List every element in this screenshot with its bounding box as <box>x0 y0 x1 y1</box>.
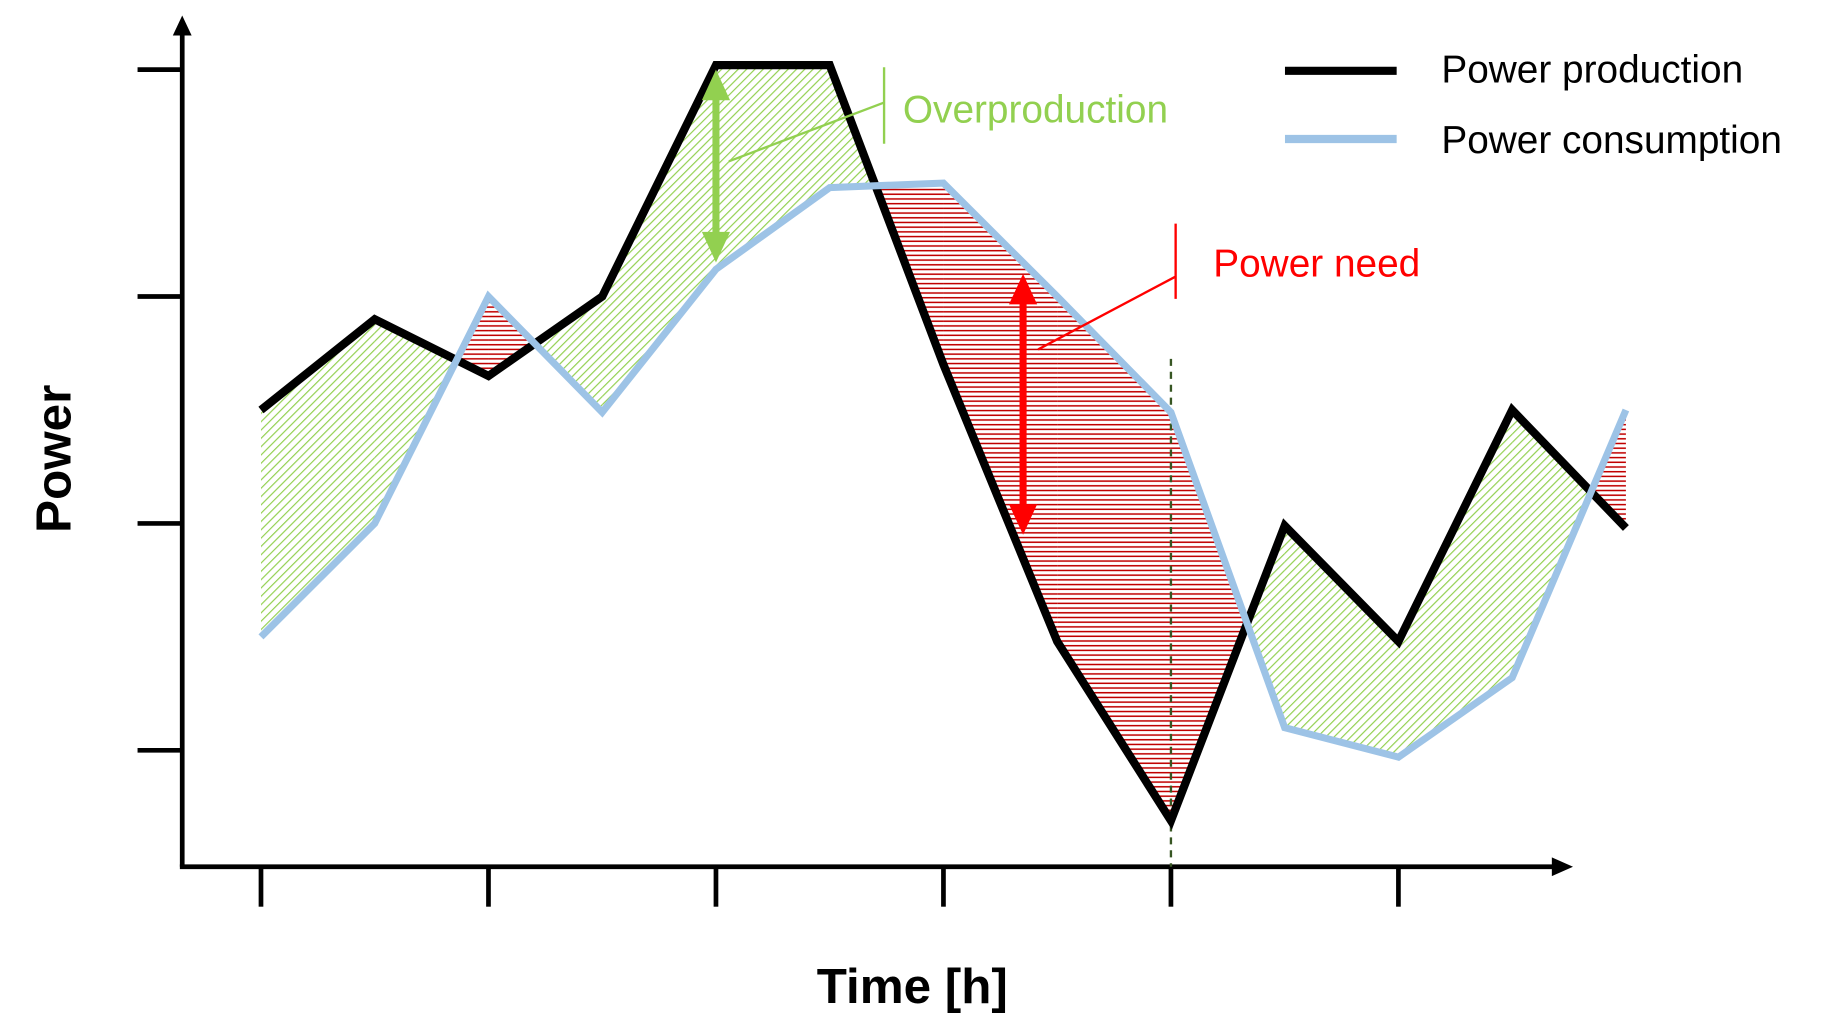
y-axis-label: Power <box>27 385 82 533</box>
overproduction-leader <box>728 101 885 163</box>
surplus-area <box>1284 525 1399 758</box>
deficit-area <box>488 296 535 376</box>
surplus-area <box>1247 525 1285 728</box>
overproduction-arrow <box>701 69 731 263</box>
deficit-area <box>1170 412 1248 821</box>
surplus-area <box>534 296 603 413</box>
legend-label-production: Power production <box>1441 49 1743 92</box>
legend: Power production Power consumption <box>1284 49 1782 162</box>
power-need-arrow <box>1008 273 1038 535</box>
power-need-leader <box>1037 275 1177 351</box>
surplus-area <box>602 65 716 413</box>
x-axis-label: Time [h] <box>817 959 1008 1014</box>
consumption-line <box>258 179 1630 761</box>
production-line <box>258 60 1629 830</box>
legend-label-consumption: Power consumption <box>1441 119 1782 162</box>
series-lines <box>258 60 1630 830</box>
surplus-area <box>260 319 375 637</box>
surplus-area <box>374 319 457 524</box>
surplus-area <box>1398 409 1513 758</box>
overproduction-label: Overproduction <box>903 89 1168 132</box>
axes <box>137 15 1574 907</box>
power-need-label: Power need <box>1213 243 1420 286</box>
y-axis-arrow <box>172 15 192 36</box>
area-fills <box>260 65 1626 821</box>
annotations <box>701 67 1177 535</box>
x-axis-arrow <box>1551 857 1574 877</box>
deficit-area <box>1057 296 1171 821</box>
surplus-area <box>715 65 830 270</box>
